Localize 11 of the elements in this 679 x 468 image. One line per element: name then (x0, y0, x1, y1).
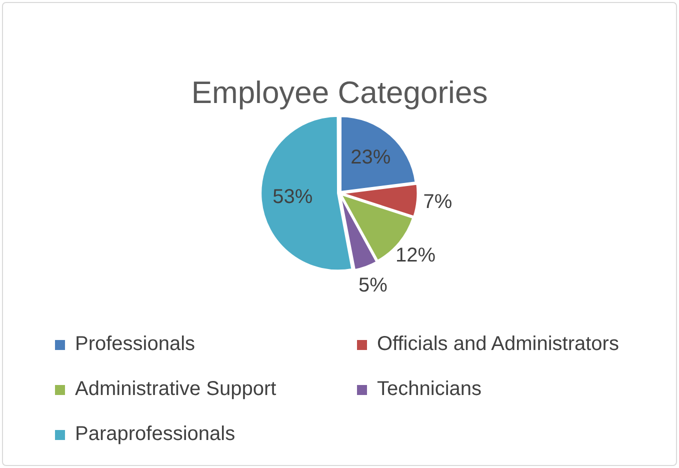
data-label: 7% (423, 190, 452, 213)
legend-label: Paraprofessionals (75, 423, 236, 446)
data-label: 12% (396, 244, 436, 267)
legend-label: Technicians (377, 378, 482, 401)
data-label: 5% (358, 274, 388, 296)
data-label: 53% (272, 186, 313, 208)
legend-label: Officials and Administrators (377, 333, 619, 356)
chart-title: Employee Categories (191, 75, 488, 110)
legend-label: Administrative Support (75, 378, 276, 401)
data-label: 23% (350, 146, 391, 168)
legend-label: Professionals (75, 333, 196, 356)
